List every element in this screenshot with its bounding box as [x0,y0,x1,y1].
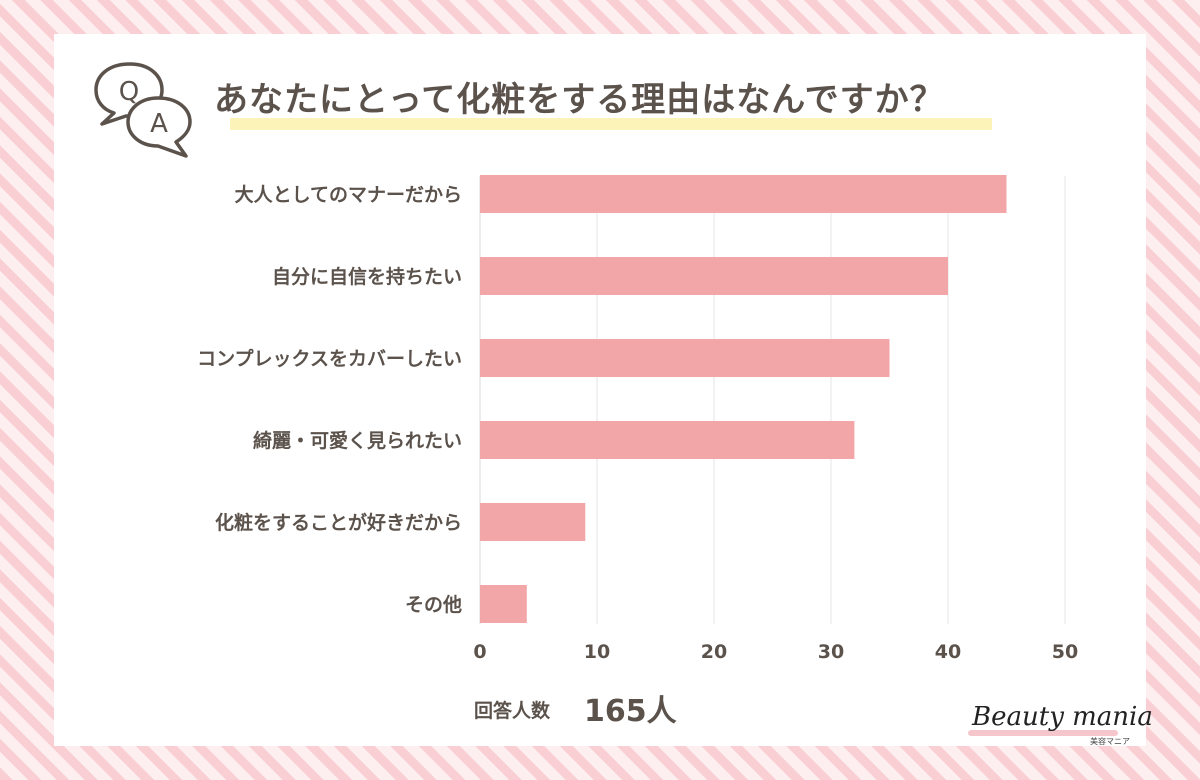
bar-chart: 大人としてのマナーだから自分に自信を持ちたいコンプレックスをカバーしたい綺麗・可… [197,175,1078,663]
bar [480,175,1007,213]
x-tick-label: 50 [1052,641,1078,663]
respondent-count-value: 165人 [584,694,677,729]
brand-logo: Beauty mania 美容マニア [968,702,1153,750]
brand-name: Beauty mania [972,702,1153,732]
bar [480,585,527,623]
x-tick-label: 10 [584,641,610,663]
brand-swash [968,730,1118,736]
bar [480,421,855,459]
title-highlight [230,118,992,130]
bar [480,257,948,295]
x-tick-label: 0 [473,641,486,663]
card: Q A あなたにとって化粧をする理由はなんですか？ 大人としてのマナーだから自分… [54,34,1153,746]
qa-speech-bubbles-icon: Q A [94,62,192,158]
category-label: その他 [405,593,462,616]
respondent-count-label: 回答人数 [474,700,551,722]
category-label: 自分に自信を持ちたい [272,265,462,288]
bar [480,503,586,541]
brand-subtitle: 美容マニア [1090,737,1130,746]
svg-text:Q: Q [119,77,139,107]
category-label: 綺麗・可愛く見られたい [253,429,462,452]
bar [480,339,890,377]
category-label: コンプレックスをカバーしたい [197,347,462,370]
category-label: 化粧をすることが好きだから [215,511,462,534]
svg-text:A: A [150,109,168,139]
x-tick-label: 40 [935,641,961,663]
chart-title: あなたにとって化粧をする理由はなんですか？ [214,80,945,120]
x-tick-label: 30 [818,641,844,663]
category-label: 大人としてのマナーだから [235,183,462,206]
x-tick-label: 20 [701,641,727,663]
